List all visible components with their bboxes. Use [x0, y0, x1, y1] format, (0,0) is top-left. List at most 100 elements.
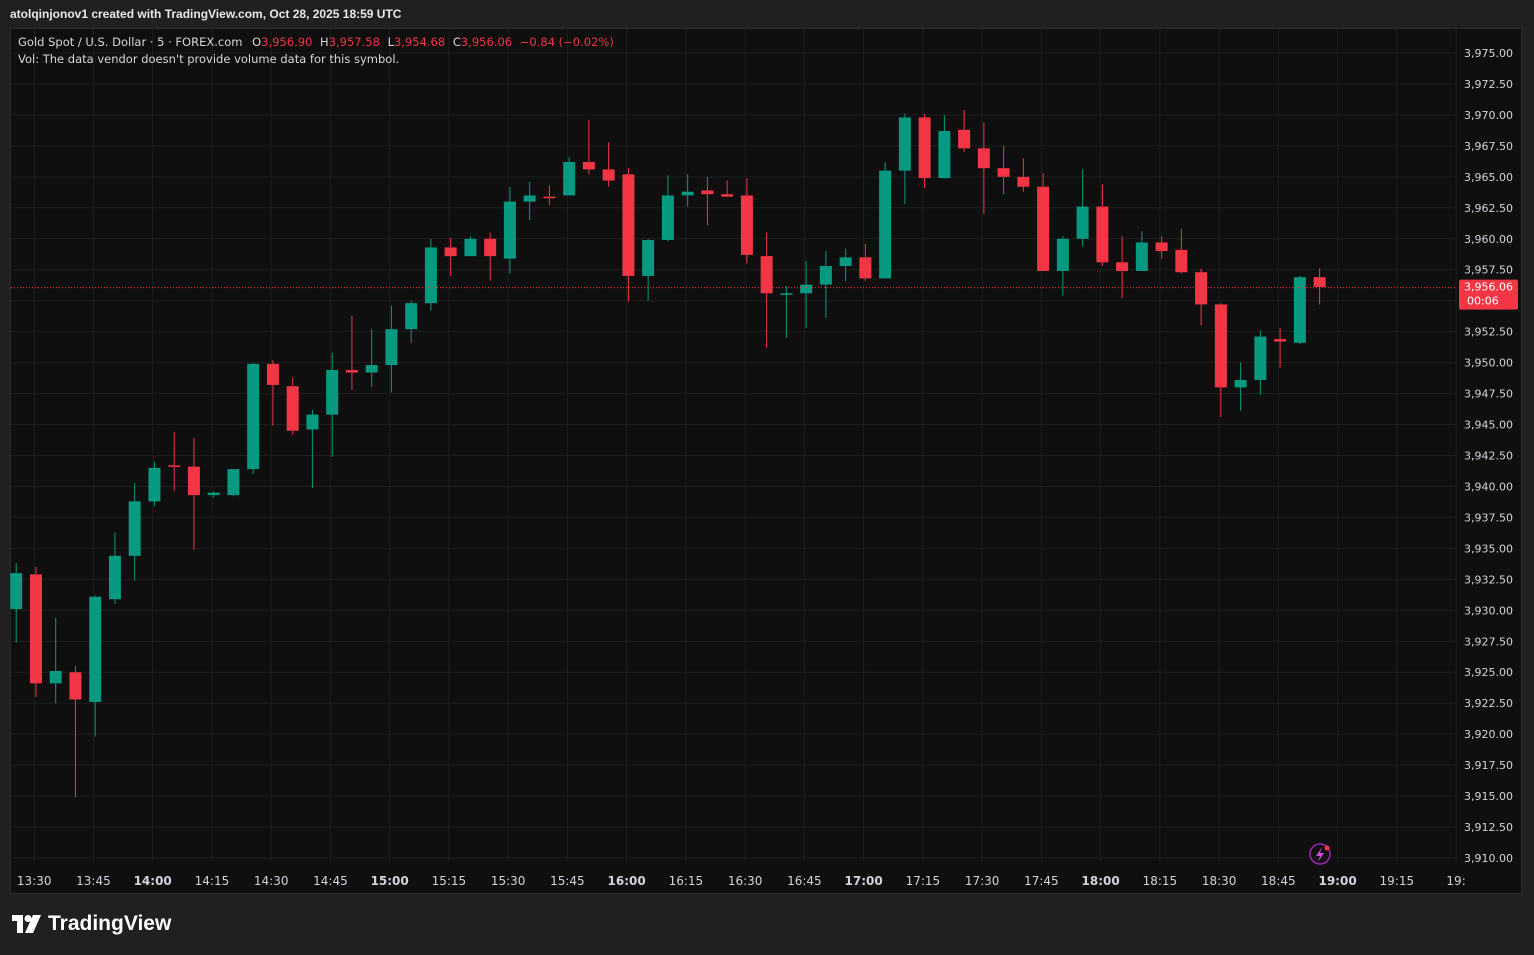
candles: [10, 109, 1326, 798]
candle: [582, 119, 595, 175]
candle: [760, 232, 773, 348]
candle: [563, 157, 576, 196]
candle: [207, 491, 220, 498]
candle-body: [29, 574, 42, 684]
candle-body: [1254, 336, 1267, 380]
time-tick-label: 14:00: [134, 874, 172, 888]
candle-body: [543, 196, 556, 199]
candle-body: [1056, 238, 1069, 271]
time-tick-label: 17:30: [965, 874, 1000, 888]
candle-body: [879, 170, 892, 279]
price-tick-label: 3,932.50: [1464, 573, 1513, 586]
grid-lines: [11, 29, 1457, 862]
chart-pane[interactable]: [10, 28, 1522, 894]
candle-body: [69, 672, 82, 700]
candle-body: [503, 201, 516, 259]
candle: [800, 261, 813, 328]
candle-body: [484, 238, 497, 257]
price-tick-label: 3,915.00: [1464, 790, 1513, 803]
time-axis: 13:30 13:45 14:00 14:15 14:30 14:45 15:00 15:15…: [17, 874, 1466, 888]
candle-body: [1214, 304, 1227, 388]
price-tick-label: 3,935.00: [1464, 542, 1513, 555]
time-tick-label: 18:15: [1143, 874, 1178, 888]
time-tick-label: 15:30: [491, 874, 526, 888]
price-tick-label: 3,965.00: [1464, 171, 1513, 184]
time-tick-label: 14:15: [195, 874, 230, 888]
candle: [247, 362, 260, 475]
candle-body: [207, 492, 220, 496]
candle-body: [582, 161, 595, 170]
time-tick-label: 13:45: [76, 874, 111, 888]
candle: [1017, 158, 1030, 192]
candle: [464, 236, 477, 257]
candle: [898, 113, 911, 205]
candle-body: [10, 573, 23, 610]
candle: [1096, 184, 1109, 267]
high-label: H: [320, 35, 329, 49]
candle: [187, 438, 200, 550]
price-tick-label: 3,922.50: [1464, 697, 1513, 710]
time-tick-label: 18:30: [1202, 874, 1237, 888]
candle-body: [1076, 206, 1089, 239]
time-tick-label: 16:00: [608, 874, 646, 888]
candle-body: [1116, 262, 1129, 271]
candle-body: [760, 256, 773, 294]
candle-body: [306, 414, 319, 430]
candle: [405, 300, 418, 343]
time-tick-label: 19:15: [1380, 874, 1415, 888]
candle: [997, 145, 1010, 195]
symbol-name[interactable]: Gold Spot / U.S. Dollar · 5 · FOREX.com: [18, 35, 243, 49]
candle: [108, 532, 121, 605]
candle-body: [701, 190, 714, 195]
candle-body: [898, 117, 911, 171]
price-tick-label: 3,945.00: [1464, 419, 1513, 432]
candle: [266, 360, 279, 426]
high-value: 3,957.58: [328, 35, 380, 49]
lightning-icon[interactable]: [1309, 843, 1331, 865]
price-tick-label: 3,947.50: [1464, 388, 1513, 401]
candle-body: [622, 174, 635, 276]
candle-body: [661, 195, 674, 241]
candle: [227, 469, 240, 497]
candle: [977, 122, 990, 214]
candle: [148, 461, 161, 507]
candle: [286, 377, 299, 435]
candle-body: [721, 194, 734, 197]
price-tick-label: 3,972.50: [1464, 78, 1513, 91]
candle: [780, 285, 793, 338]
candle-body: [819, 266, 832, 285]
candle-body: [266, 363, 279, 385]
candle-body: [286, 386, 299, 431]
time-tick-label: 15:15: [432, 874, 467, 888]
time-tick-label: 16:30: [728, 874, 763, 888]
candle-body: [997, 168, 1010, 177]
price-tick-label: 3,950.00: [1464, 357, 1513, 370]
price-tick-label: 3,912.50: [1464, 821, 1513, 834]
candle-body: [1037, 186, 1050, 271]
price-tick-label: 3,975.00: [1464, 47, 1513, 60]
candle: [1234, 362, 1247, 411]
candle: [1313, 268, 1326, 305]
candle: [1116, 236, 1129, 299]
low-value: 3,954.68: [393, 35, 446, 49]
candle: [29, 566, 42, 697]
candle-body: [405, 303, 418, 330]
candle-body: [247, 363, 260, 470]
candle-body: [444, 247, 457, 257]
volume-notice: Vol: The data vendor doesn't provide vol…: [18, 52, 400, 66]
candle-body: [365, 365, 378, 373]
brand-name: TradingView: [48, 912, 172, 935]
candle-body: [1096, 206, 1109, 263]
candle: [424, 238, 437, 311]
candle: [721, 180, 734, 197]
time-tick-label: 17:15: [906, 874, 941, 888]
candle: [1254, 330, 1267, 395]
price-tick-label: 3,917.50: [1464, 759, 1513, 772]
candle: [1175, 228, 1188, 274]
candle-body: [1313, 277, 1326, 288]
candle-body: [1234, 379, 1247, 388]
time-tick-label: 17:00: [845, 874, 883, 888]
candle: [128, 482, 141, 581]
open-value: 3,956.90: [261, 35, 313, 49]
